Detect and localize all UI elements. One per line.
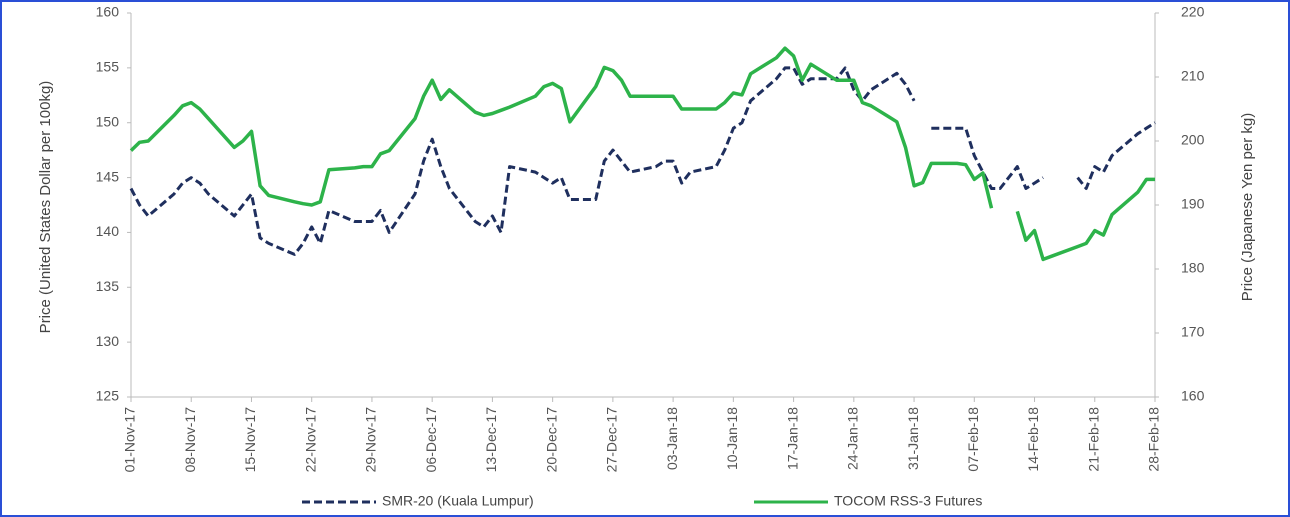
y2-tick-label: 190 bbox=[1181, 196, 1205, 212]
y2-tick-label: 160 bbox=[1181, 388, 1205, 404]
x-tick-label: 10-Jan-18 bbox=[724, 407, 740, 470]
series-line bbox=[129, 46, 1155, 262]
y2-tick-label: 210 bbox=[1181, 68, 1205, 84]
x-tick-label: 13-Dec-17 bbox=[483, 407, 499, 473]
x-tick-label: 07-Feb-18 bbox=[965, 407, 981, 472]
series-line bbox=[129, 66, 1156, 256]
y-tick-label: 150 bbox=[96, 113, 120, 129]
x-tick-label: 14-Feb-18 bbox=[1025, 407, 1041, 472]
y2-tick-label: 170 bbox=[1181, 324, 1205, 340]
x-tick-label: 08-Nov-17 bbox=[182, 407, 198, 473]
y2-tick-label: 220 bbox=[1181, 4, 1205, 20]
y-tick-label: 135 bbox=[96, 278, 120, 294]
x-tick-label: 01-Nov-17 bbox=[122, 407, 138, 473]
x-tick-label: 21-Feb-18 bbox=[1085, 407, 1101, 472]
y-tick-label: 140 bbox=[96, 223, 120, 239]
y-tick-label: 125 bbox=[96, 388, 120, 404]
x-tick-label: 29-Nov-17 bbox=[363, 407, 379, 473]
y2-axis-title: Price (Japanese Yen per kg) bbox=[1239, 113, 1256, 301]
y2-tick-label: 200 bbox=[1181, 132, 1205, 148]
y-tick-label: 130 bbox=[96, 333, 120, 349]
x-tick-label: 03-Jan-18 bbox=[664, 407, 680, 470]
x-tick-label: 28-Feb-18 bbox=[1146, 407, 1162, 472]
x-tick-label: 22-Nov-17 bbox=[302, 407, 318, 473]
y2-tick-label: 180 bbox=[1181, 260, 1205, 276]
y-tick-label: 155 bbox=[96, 59, 120, 75]
x-tick-label: 17-Jan-18 bbox=[784, 407, 800, 470]
x-tick-label: 27-Dec-17 bbox=[604, 407, 620, 473]
x-tick-label: 24-Jan-18 bbox=[845, 407, 861, 470]
x-tick-label: 15-Nov-17 bbox=[242, 407, 258, 473]
legend-label: TOCOM RSS-3 Futures bbox=[834, 493, 982, 509]
y-tick-label: 145 bbox=[96, 168, 120, 184]
legend-label: SMR-20 (Kuala Lumpur) bbox=[382, 493, 534, 509]
x-tick-label: 31-Jan-18 bbox=[905, 407, 921, 470]
y-axis-title: Price (United States Dollar per 100kg) bbox=[37, 81, 54, 334]
y-tick-label: 160 bbox=[96, 4, 120, 20]
x-tick-label: 20-Dec-17 bbox=[543, 407, 559, 473]
x-tick-label: 06-Dec-17 bbox=[423, 407, 439, 473]
